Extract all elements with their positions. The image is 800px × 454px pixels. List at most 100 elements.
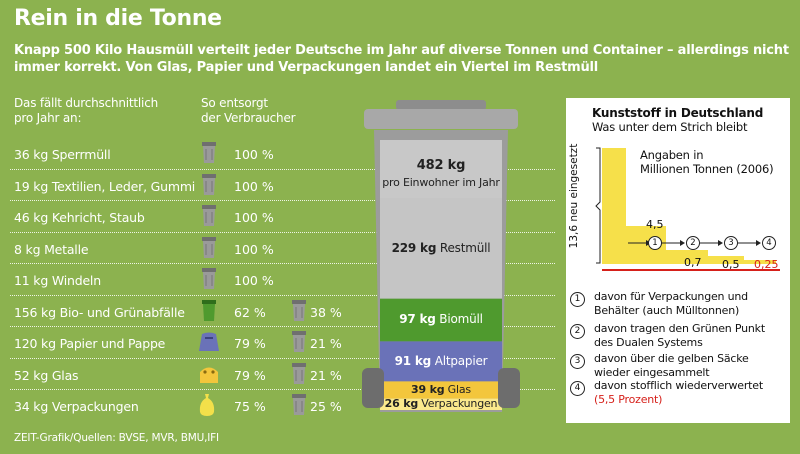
row-label: 46 kg Kehricht, Staub	[14, 210, 145, 225]
pct-sorted: 62 %	[234, 304, 266, 320]
row-label: 156 kg Bio- und Grünabfälle	[14, 304, 185, 320]
arrow-2-head	[680, 240, 685, 246]
pct-sorted: 79 %	[234, 336, 266, 351]
bin-segment-verpackungen	[380, 398, 502, 410]
step-value-2: 0,7	[684, 256, 702, 269]
pct-sorted: 100 %	[234, 241, 274, 257]
step-value-1: 4,5	[646, 218, 664, 231]
bin-segment-label: 91 kg Altpapier	[394, 353, 488, 368]
bin-top-area	[380, 140, 502, 198]
grey-bin-icon	[292, 299, 306, 326]
bin-handle-icon	[396, 100, 486, 110]
grey-bin-icon	[292, 394, 306, 420]
panel-subtitle: Was unter dem Strich bleibt	[592, 120, 748, 134]
panel-note: Angaben in	[640, 148, 704, 162]
waste-row: 156 kg Bio- und Grünabfälle 62 % 38 %	[0, 297, 560, 328]
grey-bin-icon	[202, 173, 216, 200]
footnote-number: 2	[570, 324, 585, 339]
waste-row: 46 kg Kehricht, Staub 100 %	[0, 202, 560, 233]
step-value-3: 0,5	[722, 258, 740, 271]
pct-sorted: 100 %	[234, 178, 274, 194]
source-credit: ZEIT-Grafik/Quellen: BVSE, MVR, BMU,IFI	[14, 432, 219, 444]
waste-bin-graphic: 482 kg pro Einwohner im Jahr 229 kg Rest…	[362, 100, 520, 420]
footnote-text: davon über die gelben Säcke wieder einge…	[594, 352, 749, 379]
pct-sorted: 100 %	[234, 273, 274, 288]
panel-note-2: Millionen Tonnen (2006)	[640, 162, 774, 176]
row-separator	[10, 168, 555, 171]
bin-total-note: pro Einwohner im Jahr	[382, 176, 500, 189]
waste-row: 120 kg Papier und Pappe 79 % 21 %	[0, 328, 560, 359]
row-label: 34 kg Verpackungen	[14, 399, 139, 414]
step-value-4: 0,25	[754, 258, 779, 271]
arrow-4-head	[756, 240, 761, 246]
step-num-3: 3	[724, 236, 738, 250]
page-title: Rein in die Tonne	[14, 6, 222, 31]
row-label: 120 kg Papier und Pappe	[14, 336, 166, 351]
arrow-3-head	[718, 240, 723, 246]
green-dot-area	[708, 256, 744, 264]
waste-row: 52 kg Glas 79 % 21 %	[0, 360, 560, 391]
bin-wheel-right-icon	[498, 368, 520, 408]
row-label: 8 kg Metalle	[14, 241, 89, 257]
plastics-panel: Kunststoff in Deutschland Was unter dem …	[566, 98, 790, 423]
row-separator	[10, 294, 555, 297]
pct-sorted: 100 %	[234, 210, 274, 225]
pct-sorted: 75 %	[234, 399, 266, 414]
packaging-area	[666, 250, 708, 264]
grey-bin-icon	[202, 205, 216, 231]
row-label: 19 kg Textilien, Leder, Gummi	[14, 178, 196, 194]
waste-row: 36 kg Sperrmüll 100 %	[0, 139, 560, 170]
step-num-2: 2	[686, 236, 700, 250]
grey-bin-icon	[202, 142, 216, 168]
row-label: 36 kg Sperrmüll	[14, 147, 111, 162]
row-separator	[10, 357, 555, 360]
bin-segment-label: 97 kg Biomüll	[399, 312, 483, 327]
bin-segment-label: 229 kg Restmüll	[391, 240, 491, 255]
pct-residual: 38 %	[310, 304, 342, 320]
row-separator	[10, 200, 555, 202]
bin-segment-label: 39 kg Glas	[411, 382, 471, 396]
blue-container-icon	[198, 331, 220, 357]
footnote-text: davon tragen den Grünen Punkt des Dualen…	[594, 322, 765, 349]
pct-residual: 25 %	[310, 399, 342, 414]
footnote-number: 1	[570, 292, 585, 307]
grey-bin-icon	[202, 236, 216, 263]
waste-row: 19 kg Textilien, Leder, Gummi 100 %	[0, 171, 560, 202]
header-disposal: So entsorgt der Verbraucher	[201, 96, 296, 125]
bin-segment-label: 26 kg Verpackungen	[384, 397, 498, 411]
footnote-text: davon für Verpackungen und Behälter (auc…	[594, 290, 748, 317]
bin-segment-glas	[380, 381, 502, 399]
step-num-1: 1	[648, 236, 662, 250]
grey-bin-icon	[292, 362, 306, 389]
plastics-step-chart	[595, 147, 780, 271]
axis-brace	[595, 147, 601, 264]
step-num-4: 4	[762, 236, 776, 250]
waste-row: 11 kg Windeln 100 %	[0, 265, 560, 296]
row-separator	[10, 389, 555, 391]
row-separator	[10, 326, 555, 328]
grey-bin-icon	[292, 331, 306, 357]
panel-title: Kunststoff in Deutschland	[592, 106, 764, 120]
row-label: 11 kg Windeln	[14, 273, 101, 288]
green-bin-icon	[202, 299, 216, 326]
row-label: 52 kg Glas	[14, 367, 79, 383]
pct-sorted: 79 %	[234, 367, 266, 383]
bin-total: 482 kg	[416, 158, 466, 173]
waste-row: 8 kg Metalle 100 %	[0, 234, 560, 265]
yellow-glass-container-icon	[198, 363, 220, 389]
grey-bin-icon	[202, 268, 216, 294]
footnote-text: davon stofflich wiederverwertet (5,5 Proz…	[594, 379, 763, 406]
footnote-number: 4	[570, 381, 585, 396]
pct-residual: 21 %	[310, 367, 342, 383]
footnote-highlight: (5,5 Prozent)	[594, 393, 663, 406]
header-amount: Das fällt durchschnittlich pro Jahr an:	[14, 96, 158, 125]
bin-segment-altpapier	[380, 341, 502, 382]
bin-segment-biomüll	[380, 298, 502, 342]
footnote-number: 3	[570, 354, 585, 369]
bin-segment-restmüll	[380, 198, 502, 299]
pct-sorted: 100 %	[234, 147, 274, 162]
row-separator	[10, 231, 555, 234]
waste-row: 34 kg Verpackungen 75 % 25 %	[0, 391, 560, 422]
bin-lid-icon	[364, 109, 518, 129]
